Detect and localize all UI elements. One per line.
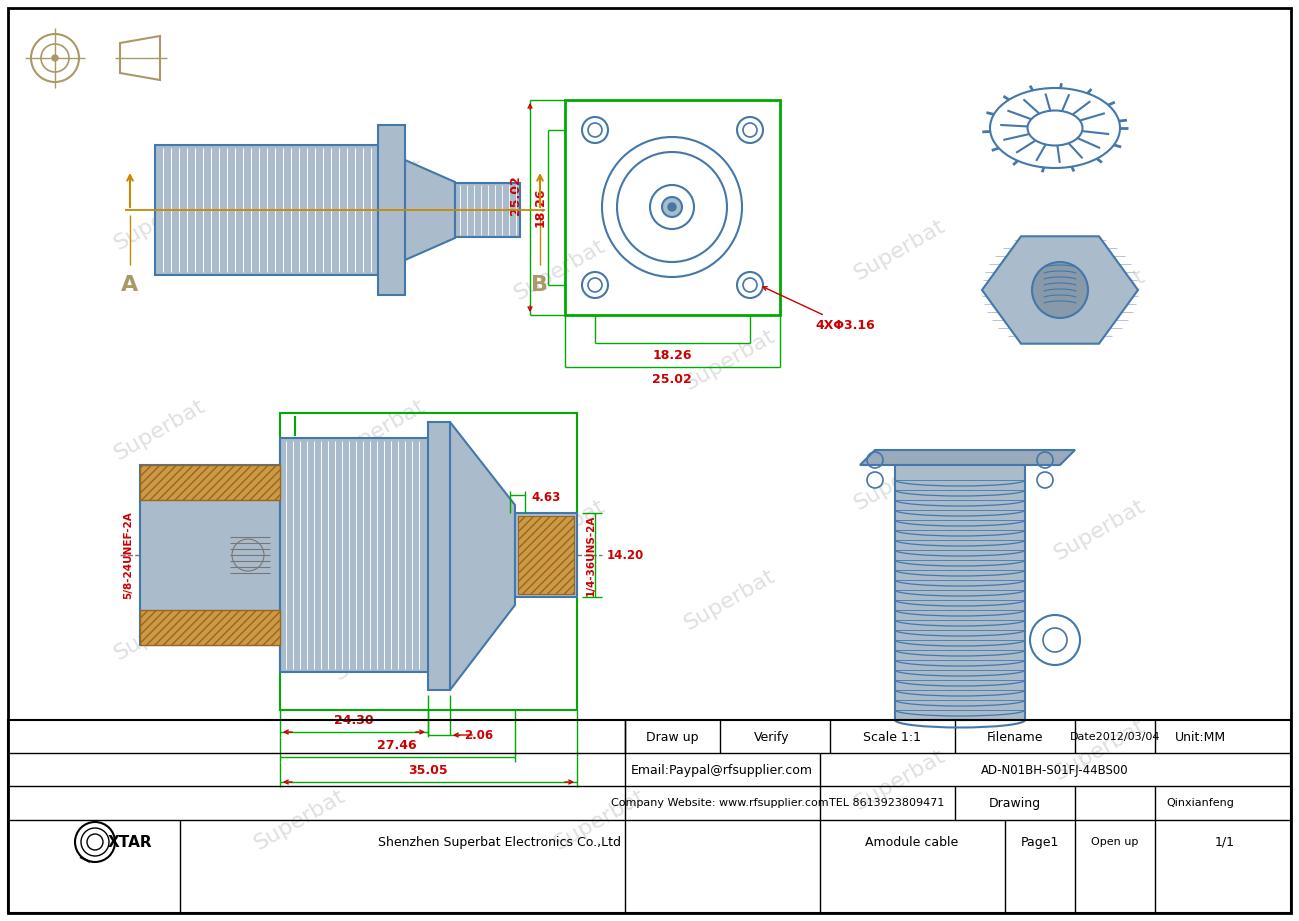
- Text: A: A: [121, 275, 139, 295]
- Bar: [155, 145, 381, 275]
- Text: Superbat: Superbat: [681, 565, 779, 634]
- Text: 1/1: 1/1: [1215, 835, 1235, 848]
- Text: 4.63: 4.63: [531, 491, 561, 504]
- Text: 8.25: 8.25: [156, 476, 184, 489]
- Text: 2.06: 2.06: [464, 729, 494, 741]
- Text: Superbat: Superbat: [331, 396, 429, 464]
- Text: 5/8-24UNEF-2A: 5/8-24UNEF-2A: [123, 511, 132, 599]
- Text: Superbat: Superbat: [1051, 495, 1150, 564]
- Text: Superbat: Superbat: [511, 495, 609, 564]
- Text: Page1: Page1: [1021, 835, 1059, 848]
- Bar: [281, 413, 577, 710]
- Circle shape: [1031, 262, 1089, 318]
- Bar: [514, 513, 577, 597]
- Text: AD-N01BH-S01FJ-44BS00: AD-N01BH-S01FJ-44BS00: [981, 764, 1129, 776]
- Text: Superbat: Superbat: [110, 186, 209, 254]
- Text: 18.26: 18.26: [534, 187, 547, 227]
- Text: Verify: Verify: [755, 730, 790, 743]
- Polygon shape: [982, 237, 1138, 344]
- Text: Superbat: Superbat: [511, 236, 609, 304]
- Text: Superbat: Superbat: [551, 786, 650, 854]
- Text: Superbat: Superbat: [110, 596, 209, 664]
- Bar: [455, 183, 520, 237]
- Text: 18.26: 18.26: [652, 348, 692, 362]
- Bar: [518, 516, 574, 594]
- Text: Superbat: Superbat: [331, 156, 429, 224]
- Text: Open up: Open up: [1091, 837, 1139, 847]
- Text: 27.46: 27.46: [377, 739, 417, 752]
- Polygon shape: [860, 450, 1076, 465]
- Text: Superbat: Superbat: [681, 326, 779, 394]
- Bar: [281, 438, 430, 672]
- Text: Amodule cable: Amodule cable: [865, 835, 959, 848]
- Polygon shape: [405, 160, 455, 260]
- Text: Shenzhen Superbat Electronics Co.,Ltd: Shenzhen Superbat Electronics Co.,Ltd: [378, 835, 621, 848]
- Circle shape: [662, 197, 682, 217]
- Text: Unit:MM: Unit:MM: [1174, 730, 1225, 743]
- Text: Draw up: Draw up: [646, 730, 699, 743]
- Text: Drawing: Drawing: [989, 797, 1040, 810]
- Text: Superbat: Superbat: [851, 746, 950, 814]
- Bar: [427, 422, 449, 690]
- Bar: [140, 465, 281, 500]
- Text: 14.20: 14.20: [607, 549, 644, 562]
- Text: Qinxianfeng: Qinxianfeng: [1167, 798, 1234, 808]
- Text: Date2012/03/04: Date2012/03/04: [1070, 732, 1160, 742]
- Text: Superbat: Superbat: [851, 446, 950, 514]
- Bar: [140, 610, 281, 645]
- Text: Superbat: Superbat: [1051, 716, 1150, 784]
- Text: 24.30: 24.30: [334, 714, 374, 727]
- Text: Filename: Filename: [987, 730, 1043, 743]
- Text: Superbat: Superbat: [110, 396, 209, 464]
- Text: 35.05: 35.05: [408, 764, 448, 776]
- Text: TEL 8613923809471: TEL 8613923809471: [829, 798, 944, 808]
- Text: 1/4-36UNS-2A: 1/4-36UNS-2A: [586, 514, 596, 596]
- Text: Superbat: Superbat: [251, 786, 349, 854]
- Text: XTAR: XTAR: [108, 834, 152, 849]
- Bar: [378, 125, 405, 295]
- Text: 4XΦ3.16: 4XΦ3.16: [763, 286, 874, 332]
- Text: Superbat: Superbat: [1051, 266, 1150, 334]
- Bar: [8, 720, 1291, 913]
- Text: Superbat: Superbat: [331, 616, 429, 684]
- Text: Company Website: www.rfsupplier.com: Company Website: www.rfsupplier.com: [612, 798, 829, 808]
- Text: Superbat: Superbat: [851, 216, 950, 284]
- Text: Email:Paypal@rfsupplier.com: Email:Paypal@rfsupplier.com: [631, 764, 813, 776]
- Text: 25.02: 25.02: [652, 372, 692, 386]
- Bar: [895, 465, 1025, 720]
- Text: Scale 1:1: Scale 1:1: [863, 730, 921, 743]
- Bar: [565, 100, 779, 315]
- Circle shape: [668, 203, 675, 211]
- Circle shape: [52, 55, 58, 61]
- Bar: [140, 465, 281, 645]
- Text: 25.02: 25.02: [509, 175, 522, 215]
- Polygon shape: [449, 422, 514, 690]
- Text: B: B: [531, 275, 548, 295]
